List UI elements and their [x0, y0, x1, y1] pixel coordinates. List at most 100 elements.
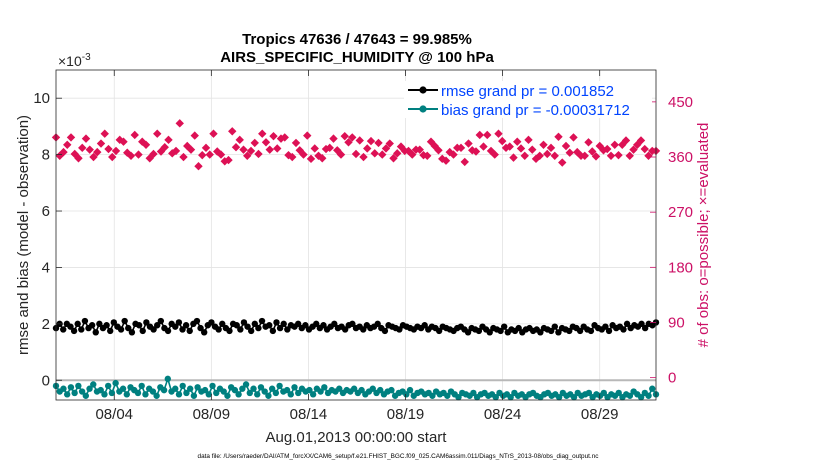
rmse-point	[226, 327, 233, 335]
rmse-point	[587, 327, 595, 335]
rmse-point	[276, 324, 284, 332]
bias-point	[235, 391, 242, 398]
rmse-point	[313, 320, 320, 328]
legend-bias-label: bias grand pr = -0.00031712	[441, 102, 630, 119]
obs-point	[501, 143, 511, 153]
bias-point	[257, 384, 265, 391]
obs-point	[565, 148, 574, 157]
obs-point	[479, 142, 488, 151]
bias-point	[254, 391, 261, 398]
y-right-tick-label: 270	[668, 204, 693, 221]
bias-point	[75, 382, 82, 390]
obs-point	[74, 154, 83, 163]
y-left-tick-label: 0	[42, 372, 50, 389]
bias-point	[250, 385, 257, 392]
obs-point	[156, 147, 166, 156]
obs-point	[520, 151, 529, 160]
rmse-point	[103, 322, 110, 329]
obs-point	[370, 149, 379, 158]
legend-bias-marker	[419, 105, 427, 113]
rmse-point	[258, 317, 266, 325]
bias-point	[626, 392, 634, 399]
obs-point	[393, 149, 402, 158]
obs-point	[434, 146, 443, 155]
rmse-point	[251, 320, 258, 328]
rmse-point	[294, 320, 302, 328]
obs-point	[310, 144, 319, 153]
rmse-point	[623, 320, 631, 328]
obs-point	[550, 151, 559, 160]
rmse-point	[125, 324, 132, 332]
obs-point	[419, 150, 428, 160]
obs-point	[408, 150, 417, 159]
obs-point	[494, 129, 503, 138]
y-left-tick-label: 8	[42, 147, 50, 164]
rmse-point	[128, 329, 136, 336]
bias-point	[406, 386, 414, 394]
axis-ticks: 08/04 08/09 08/14 08/19 08/24 08/29 0 2 4 6 8 10 0 90…	[33, 70, 693, 423]
rmse-point	[92, 329, 99, 336]
y-right-tick-label: 360	[668, 149, 693, 166]
obs-point	[104, 144, 113, 154]
obs-point	[614, 150, 623, 160]
obs-point	[66, 133, 76, 142]
bias-point	[295, 389, 302, 397]
x-tick-label: 08/29	[581, 406, 619, 423]
obs-point	[108, 152, 117, 162]
obs-point	[606, 151, 616, 160]
bias-point	[104, 382, 112, 390]
obs-point	[464, 139, 473, 148]
rmse-point	[175, 319, 183, 326]
rmse-point	[244, 323, 251, 330]
bias-point	[112, 379, 119, 387]
data-file-footer: data file: /Users/raeder/DAI/ATM_forcXX/…	[198, 453, 600, 460]
obs-point	[119, 137, 128, 146]
bias-point	[645, 392, 652, 399]
rmse-point	[566, 327, 573, 335]
bias-point	[164, 375, 172, 383]
rmse-point	[320, 322, 327, 329]
obs-point	[415, 145, 424, 154]
bias-point	[239, 385, 246, 392]
rmse-point	[74, 320, 81, 328]
obs-point	[381, 144, 391, 153]
obs-point	[438, 154, 447, 164]
obs-point	[610, 140, 619, 149]
obs-point	[569, 133, 578, 142]
obs-point	[198, 150, 207, 160]
obs-point	[471, 147, 481, 156]
rmse-point	[605, 327, 613, 335]
obs-point	[591, 152, 601, 161]
obs-point	[430, 141, 439, 151]
obs-point	[344, 138, 353, 147]
obs-point	[261, 138, 271, 147]
bias-point	[190, 392, 198, 399]
obs-point	[239, 145, 248, 154]
obs-point	[348, 133, 357, 142]
exponent-power: -3	[82, 52, 91, 63]
obs-point	[288, 152, 297, 162]
x-tick-label: 08/04	[95, 406, 133, 423]
obs-point	[258, 129, 267, 138]
obs-point	[186, 145, 196, 154]
obs-point	[513, 137, 522, 146]
legend-rmse-label: rmse grand pr = 0.001852	[441, 83, 614, 100]
bias-point	[321, 384, 328, 391]
bias-point	[78, 388, 86, 395]
rmse-point	[96, 320, 103, 328]
obs-point	[175, 119, 184, 128]
rmse-point	[247, 327, 255, 335]
rmse-point	[117, 326, 125, 333]
rmse-point	[154, 322, 161, 329]
obs-point	[554, 132, 563, 141]
bias-point	[224, 392, 231, 399]
obs-point	[153, 129, 162, 138]
rmse-point	[374, 320, 381, 328]
obs-point	[291, 138, 301, 148]
x-tick-label: 08/19	[387, 406, 425, 423]
y-axis-right-label: # of obs: o=possible; ×=evaluated	[695, 123, 712, 348]
obs-point	[231, 143, 241, 152]
obs-point	[149, 149, 158, 159]
obs-point	[449, 150, 458, 159]
